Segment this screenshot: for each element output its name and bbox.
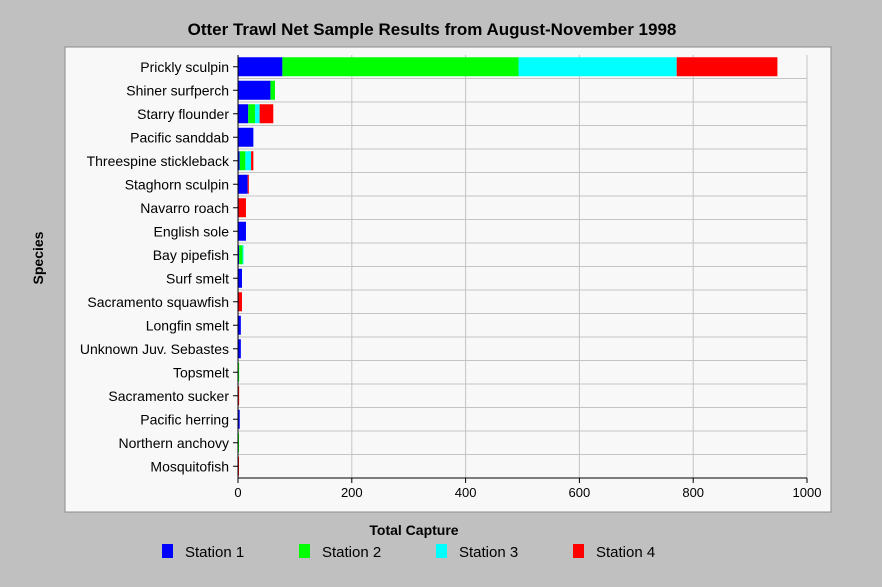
grid xyxy=(238,55,808,479)
legend-swatch xyxy=(573,544,584,558)
bar-segment xyxy=(238,268,242,288)
bars xyxy=(238,57,778,476)
category-label: Pacific sanddab xyxy=(130,129,229,145)
bar-segment xyxy=(239,245,243,265)
legend-label: Station 3 xyxy=(459,544,518,561)
legend-label: Station 2 xyxy=(322,544,381,561)
x-tick-label: 600 xyxy=(569,485,591,500)
y-axis-title: Species xyxy=(30,231,46,284)
bar-segment xyxy=(247,174,249,194)
bar-segment xyxy=(259,104,274,124)
bar-segment xyxy=(238,386,240,406)
legend-swatch xyxy=(162,544,173,558)
bar-segment xyxy=(239,151,246,171)
category-label: Mosquitofish xyxy=(150,458,229,474)
legend: Station 1 Station 2 Station 3 Station 4 xyxy=(162,544,655,561)
bar-segment xyxy=(518,57,677,77)
axes xyxy=(233,55,808,483)
x-tick-label: 400 xyxy=(455,485,477,500)
bar-segment xyxy=(238,315,241,335)
bar-segment xyxy=(238,80,271,100)
category-label: Sacramento squawfish xyxy=(87,294,229,310)
bar-segment xyxy=(238,104,249,124)
category-label: Prickly sculpin xyxy=(140,59,229,75)
category-label: Threespine stickleback xyxy=(87,153,230,169)
bar-segment xyxy=(238,292,242,312)
category-label: Starry flounder xyxy=(137,106,229,122)
legend-swatch xyxy=(436,544,447,558)
bar-segment xyxy=(238,362,240,382)
bar-segment xyxy=(255,104,260,124)
bar-segment xyxy=(238,339,241,359)
category-label: Shiner surfperch xyxy=(126,82,229,98)
bar-segment xyxy=(238,221,246,241)
bar-segment xyxy=(270,80,275,100)
category-labels: Prickly sculpin Shiner surfperch Starry fl… xyxy=(80,59,230,475)
category-label: Unknown Juv. Sebastes xyxy=(80,341,229,357)
category-label: Surf smelt xyxy=(166,270,229,286)
bar-segment xyxy=(245,151,252,171)
x-tick-label: 1000 xyxy=(793,485,822,500)
category-label: Staghorn sculpin xyxy=(125,176,229,192)
bar-segment xyxy=(238,174,248,194)
x-tick-label: 800 xyxy=(682,485,704,500)
x-axis-title: Total Capture xyxy=(369,522,458,538)
category-label: Bay pipefish xyxy=(153,247,229,263)
bar-segment xyxy=(238,409,240,429)
bar-segment xyxy=(238,245,240,265)
bar-segment xyxy=(238,151,240,171)
bar-segment xyxy=(242,245,244,265)
legend-swatch xyxy=(299,544,310,558)
bar-segment xyxy=(238,57,283,77)
bar-segment xyxy=(238,198,246,218)
x-tick-label: 200 xyxy=(341,485,363,500)
category-label: Longfin smelt xyxy=(146,317,229,333)
x-tick-label: 0 xyxy=(234,485,241,500)
category-label: Sacramento sucker xyxy=(108,388,229,404)
category-label: Northern anchovy xyxy=(118,435,229,451)
tick-labels: 0 200 400 600 800 1000 xyxy=(234,485,821,500)
bar-segment xyxy=(238,127,254,147)
bar-segment xyxy=(282,57,519,77)
category-label: Topsmelt xyxy=(173,364,229,380)
bar-segment xyxy=(248,104,256,124)
bar-segment xyxy=(676,57,778,77)
category-label: Navarro roach xyxy=(140,200,229,216)
legend-label: Station 1 xyxy=(185,544,244,561)
category-label: Pacific herring xyxy=(140,411,229,427)
category-label: English sole xyxy=(154,223,230,239)
legend-label: Station 4 xyxy=(596,544,655,561)
bar-segment xyxy=(251,151,254,171)
chart-title: Otter Trawl Net Sample Results from Augu… xyxy=(188,20,677,39)
